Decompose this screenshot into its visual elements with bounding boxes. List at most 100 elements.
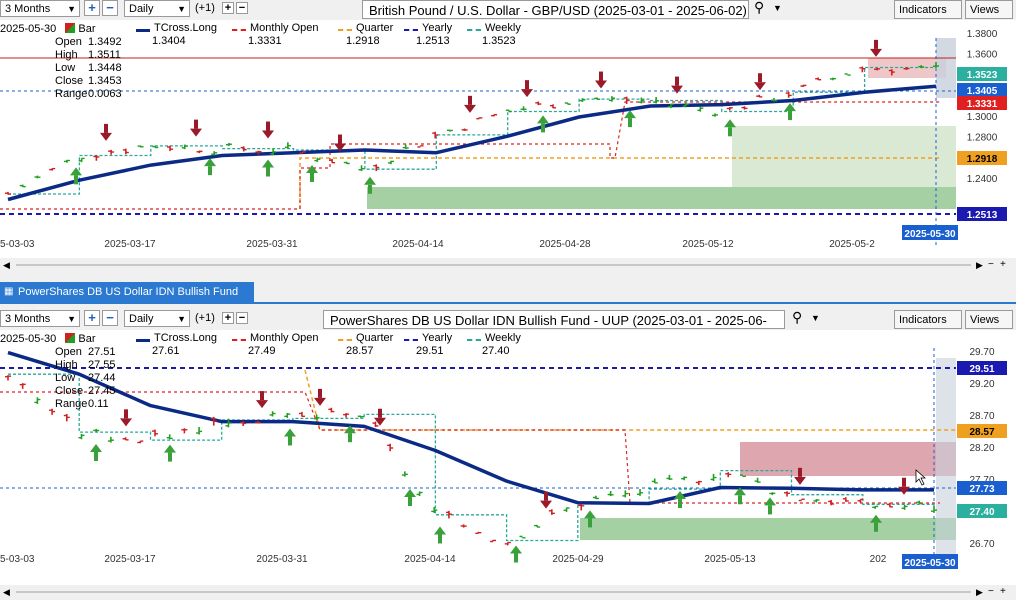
top-open-label: Open <box>55 36 82 48</box>
sell-arrow-icon <box>100 123 112 141</box>
price-bar <box>931 506 937 513</box>
top-ohlc-box: 2025-05-30 Bar Open 1.3492 High 1.3511 Low… <box>0 23 122 101</box>
zoom-out-icon[interactable]: − <box>988 259 994 270</box>
bottom-current-bar-zone <box>936 358 956 558</box>
scroll-track[interactable] <box>16 591 971 593</box>
price-bar <box>785 91 792 98</box>
top-offset-plus-button[interactable]: + <box>222 2 234 14</box>
svg-text:1.2918: 1.2918 <box>967 154 998 165</box>
price-badge: 27.73 <box>957 481 1007 495</box>
buy-arrow-icon <box>262 159 274 177</box>
price-bar <box>637 489 644 496</box>
sell-arrow-icon <box>794 467 806 485</box>
scroll-left-icon[interactable]: ◀ <box>3 587 10 597</box>
tcross-line <box>7 84 937 202</box>
bottom-interval-select[interactable]: Daily ▼ <box>124 310 190 327</box>
zoom-out-icon[interactable]: − <box>988 586 994 597</box>
top-views-button[interactable]: Views ▼ <box>965 0 1013 34</box>
bottom-panel-title[interactable]: ▦ PowerShares DB US Dollar IDN Bullish F… <box>0 282 254 318</box>
price-bar <box>329 158 336 164</box>
top-support-zone <box>367 187 956 209</box>
legend-swatch <box>467 29 481 31</box>
top-chart-area[interactable]: 1.38001.36001.34001.32001.30001.28001.26… <box>0 20 1016 258</box>
top-indicators-button[interactable]: Indicators ▼ <box>894 0 962 34</box>
x-tick-label: 2025-04-29 <box>552 554 604 565</box>
bottom-views-button[interactable]: Views ▼ <box>965 310 1013 344</box>
top-zoom-in-button[interactable]: + <box>84 0 100 16</box>
svg-text:1.3405: 1.3405 <box>967 86 998 97</box>
price-bar <box>739 474 746 478</box>
top-range-value-text: 0.0063 <box>88 88 122 100</box>
price-bar <box>886 502 893 508</box>
top-zoom-out-button[interactable]: − <box>102 0 118 16</box>
scroll-left-icon[interactable]: ◀ <box>3 260 10 270</box>
price-bar <box>784 491 791 497</box>
price-bar <box>592 495 599 500</box>
legend-name: Monthly Open <box>250 332 319 344</box>
search-icon[interactable]: ⚲ <box>792 309 803 325</box>
top-scrollbar[interactable]: ◀ ▶ − + <box>0 258 1016 272</box>
top-symbol-title[interactable]: British Pound / U.S. Dollar - GBP/USD (2… <box>362 0 749 19</box>
price-bar <box>167 145 174 152</box>
y-tick-label: 27.70 <box>969 475 994 486</box>
price-bar <box>916 500 923 505</box>
legend-swatch <box>338 339 352 341</box>
search-icon[interactable]: ⚲ <box>754 0 765 15</box>
bottom-open-label: Open <box>55 346 82 358</box>
price-bar <box>756 94 763 98</box>
price-bar <box>933 62 939 68</box>
sell-arrow-icon <box>595 71 607 89</box>
price-bar <box>373 164 380 172</box>
bottom-zoom-out-button[interactable]: − <box>102 310 118 326</box>
price-bar <box>107 436 114 443</box>
top-chart-svg[interactable]: 1.38001.36001.34001.32001.30001.28001.26… <box>0 20 1016 258</box>
price-bar <box>34 397 41 404</box>
top-high-label: High <box>55 49 78 61</box>
zoom-in-icon[interactable]: + <box>1000 259 1006 270</box>
legend-swatch <box>232 29 246 31</box>
chevron-down-icon[interactable]: ▼ <box>811 313 820 323</box>
bottom-offset-plus-button[interactable]: + <box>222 312 234 324</box>
price-bar <box>225 418 232 428</box>
bottom-indicators-button[interactable]: Indicators ▼ <box>894 310 962 344</box>
top-range-value: 3 Months <box>5 3 51 15</box>
price-bar <box>829 77 836 81</box>
bottom-symbol-title[interactable]: PowerShares DB US Dollar IDN Bullish Fun… <box>323 310 785 347</box>
scroll-right-icon[interactable]: ▶ <box>976 260 983 270</box>
price-bar <box>255 150 262 155</box>
svg-text:1.2513: 1.2513 <box>967 210 998 221</box>
bottom-bar-label: Bar <box>78 333 96 345</box>
sell-arrow-icon <box>754 73 766 91</box>
top-range-select[interactable]: 3 Months ▼ <box>0 0 80 17</box>
legend-name: Quarter <box>356 22 394 34</box>
top-bar-label: Bar <box>78 23 96 35</box>
price-bar <box>682 102 689 108</box>
legend-value: 29.51 <box>416 345 444 357</box>
bottom-range-select[interactable]: 3 Months ▼ <box>0 310 80 327</box>
scroll-right-icon[interactable]: ▶ <box>976 587 983 597</box>
price-bar <box>681 476 688 481</box>
price-bar <box>299 151 306 154</box>
bottom-offset-minus-button[interactable]: − <box>236 312 248 324</box>
price-bar <box>49 167 56 171</box>
chevron-down-icon[interactable]: ▼ <box>773 3 782 13</box>
legend-swatch <box>467 339 481 341</box>
sell-arrow-icon <box>262 121 274 139</box>
bottom-zoom-in-button[interactable]: + <box>84 310 100 326</box>
zoom-in-icon[interactable]: + <box>1000 586 1006 597</box>
current-date-badge: 2025-05-30 <box>902 225 958 240</box>
y-tick-label: 28.20 <box>969 443 994 454</box>
top-interval-select[interactable]: Daily ▼ <box>124 0 190 17</box>
sell-arrow-icon <box>671 76 683 94</box>
bottom-scrollbar[interactable]: ◀ ▶ − + <box>0 585 1016 599</box>
x-tick-label: 2025-04-14 <box>404 554 456 565</box>
top-offset-minus-button[interactable]: − <box>236 2 248 14</box>
scroll-track[interactable] <box>16 264 971 266</box>
buy-arrow-icon <box>164 444 176 462</box>
bar-type-icon <box>65 333 76 343</box>
legend-swatch <box>404 339 418 341</box>
top-quarter-line <box>299 157 940 209</box>
price-bar <box>754 477 761 483</box>
